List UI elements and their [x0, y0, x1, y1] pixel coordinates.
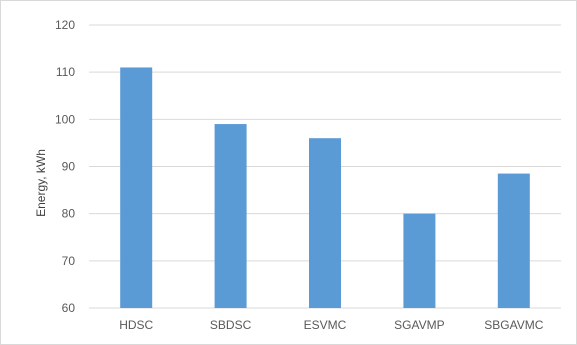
x-tick-label: SBDSC [210, 318, 252, 332]
bar-esvmc [309, 138, 341, 308]
y-tick-label: 110 [56, 65, 75, 79]
x-tick-label: SBGAVMC [484, 318, 543, 332]
y-tick-label: 80 [62, 207, 76, 221]
y-tick-label: 60 [62, 301, 76, 315]
y-tick-label: 70 [62, 254, 76, 268]
y-tick-label: 100 [55, 112, 75, 126]
y-tick-label: 90 [62, 160, 76, 174]
bar-sbdsc [214, 124, 247, 308]
y-axis-title: Energy, kWh [34, 149, 48, 217]
x-tick-label: SGAVMP [394, 318, 444, 332]
bars [120, 67, 530, 308]
bar-hdsc [120, 67, 153, 308]
x-tick-labels: HDSC SBDSC ESVMC SGAVMP SBGAVMC [119, 318, 544, 332]
y-tick-label: 120 [55, 18, 75, 32]
x-tick-label: HDSC [119, 318, 153, 332]
y-tick-labels: 60 70 80 90 100 110 120 [55, 18, 75, 315]
bar-sbgavmc [497, 173, 530, 308]
bar-sgavmp [403, 213, 436, 308]
x-tick-label: ESVMC [304, 318, 347, 332]
